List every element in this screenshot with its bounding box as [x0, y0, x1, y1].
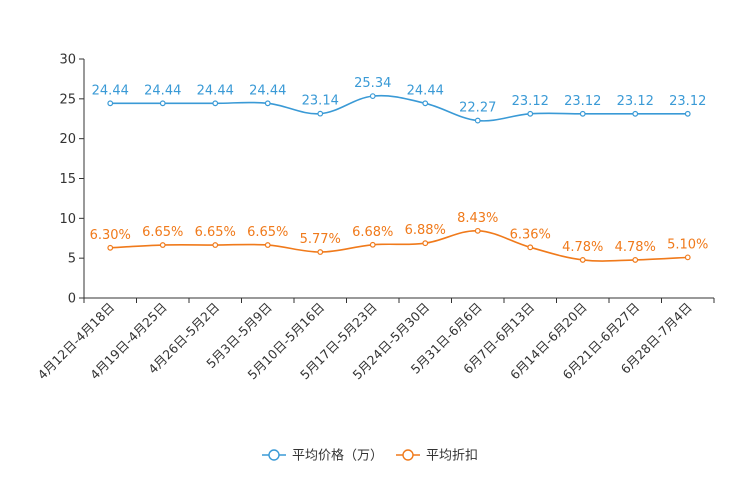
data-label: 23.12: [617, 94, 654, 109]
data-labels: 24.44 24.44 24.44 24.44 23.14 25.34 24.44 22.27…: [90, 76, 709, 255]
data-label: 23.12: [564, 94, 601, 109]
data-point: [212, 100, 219, 107]
data-point: [684, 110, 691, 117]
legend[interactable]: 平均价格（万） 平均折扣: [262, 448, 478, 464]
y-tick-label: 25: [59, 92, 76, 107]
legend-item-0[interactable]: 平均价格（万）: [262, 448, 383, 464]
data-point: [422, 100, 429, 107]
data-label: 6.65%: [142, 225, 183, 240]
data-point: [317, 110, 324, 117]
data-point: [107, 100, 114, 107]
data-label: 22.27: [459, 101, 496, 116]
data-point: [474, 117, 481, 124]
axes: 0510152025304月12日-4月18日4月19日-4月25日4月26日-…: [34, 53, 715, 382]
data-point: [527, 110, 534, 117]
data-label: 6.36%: [510, 227, 551, 242]
data-label: 23.14: [302, 94, 339, 109]
data-point: [317, 249, 324, 255]
data-label: 24.44: [144, 83, 181, 98]
series-layer: [107, 93, 691, 263]
y-tick-label: 30: [59, 53, 76, 68]
data-label: 25.34: [354, 76, 391, 91]
data-label: 24.44: [407, 83, 444, 98]
data-label: 8.43%: [457, 211, 498, 226]
legend-label: 平均价格（万）: [292, 448, 383, 464]
y-tick-label: 10: [59, 212, 76, 227]
data-point: [579, 110, 586, 117]
legend-marker: [268, 449, 280, 461]
data-label: 23.12: [512, 94, 549, 109]
data-label: 24.44: [197, 83, 234, 98]
data-label: 6.30%: [90, 228, 131, 243]
data-point: [632, 257, 639, 263]
legend-marker: [402, 449, 414, 461]
data-point: [264, 100, 271, 107]
data-point: [264, 242, 271, 248]
data-label: 24.44: [92, 83, 129, 98]
data-label: 4.78%: [562, 240, 603, 255]
legend-label: 平均折扣: [426, 449, 478, 464]
data-point: [422, 240, 429, 247]
y-tick-label: 15: [59, 172, 76, 187]
y-tick-label: 0: [68, 292, 76, 307]
data-point: [579, 257, 586, 263]
data-point: [684, 254, 691, 261]
data-point: [474, 227, 481, 234]
data-point: [527, 244, 534, 251]
data-point: [632, 110, 639, 117]
data-point: [159, 242, 166, 248]
legend-item-1[interactable]: 平均折扣: [396, 449, 478, 464]
data-point: [369, 241, 376, 248]
data-label: 4.78%: [615, 240, 656, 255]
data-label: 6.65%: [247, 225, 288, 240]
data-point: [369, 93, 376, 100]
data-label: 6.68%: [352, 225, 393, 240]
series-line-0: [110, 94, 688, 122]
data-point: [212, 242, 219, 248]
data-label: 6.88%: [405, 223, 446, 238]
data-label: 5.77%: [300, 232, 341, 247]
data-label: 6.65%: [195, 225, 236, 240]
data-point: [159, 100, 166, 107]
y-tick-label: 5: [68, 252, 76, 267]
data-label: 23.12: [669, 94, 706, 109]
data-label: 5.10%: [667, 237, 708, 252]
data-point: [107, 244, 114, 251]
data-label: 24.44: [249, 83, 286, 98]
y-tick-label: 20: [59, 132, 76, 147]
series-line-1: [110, 230, 688, 262]
